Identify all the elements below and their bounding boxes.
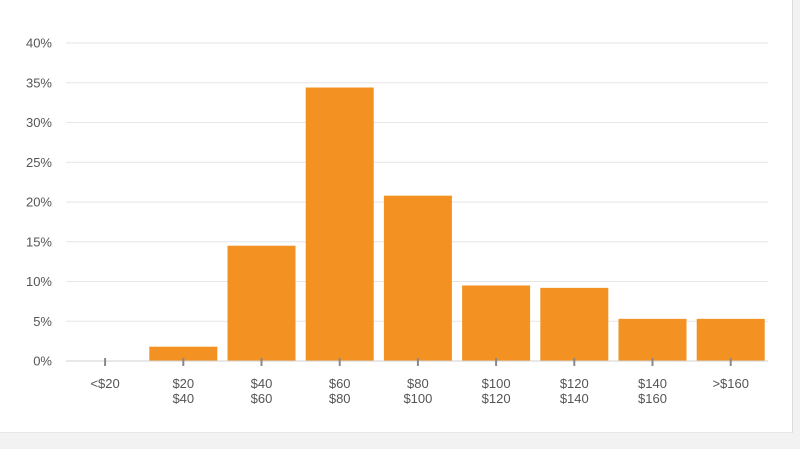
y-tick-label: 25% — [26, 155, 52, 170]
x-tick-label: $80 — [329, 391, 351, 406]
y-tick-label: 15% — [26, 234, 52, 249]
x-tick-label: $160 — [638, 391, 667, 406]
y-tick-label: 0% — [33, 354, 52, 369]
x-tick-label: $120 — [560, 376, 589, 391]
y-tick-label: 10% — [26, 274, 52, 289]
x-tick-label: $60 — [251, 391, 273, 406]
x-tick-label: $40 — [251, 376, 273, 391]
bars — [149, 87, 765, 362]
bar-chart: 0%5%10%15%20%25%30%35%40% <$20 $20$40$40$… — [26, 36, 768, 406]
bar — [462, 285, 531, 361]
bar — [696, 318, 765, 361]
x-tick-label: >$160 — [712, 376, 749, 391]
x-tick-label: $140 — [560, 391, 589, 406]
chart-panel: 0% 5% 10% 15% 20% 25% 30% 35% 40% <$20 $20 $40 $40 $… — [0, 0, 793, 433]
bar — [227, 245, 296, 361]
bar — [618, 318, 687, 361]
bar — [149, 346, 218, 361]
x-axis — [66, 358, 768, 366]
y-tick-label: 30% — [26, 115, 52, 130]
bar — [305, 87, 374, 362]
x-tick-label: $40 — [172, 391, 194, 406]
x-tick-label: $100 — [403, 391, 432, 406]
y-axis-labels: 0% 5% 10% 15% 20% 25% 30% 35% 40% — [26, 36, 52, 369]
x-tick-label: <$20 — [90, 376, 119, 391]
x-tick-label: $140 — [638, 376, 667, 391]
x-axis-labels: <$20 $20$40$40$60$60$80$80$100$100$120$12… — [90, 376, 749, 406]
y-tick-label: 5% — [33, 314, 52, 329]
x-tick-label: $120 — [482, 391, 511, 406]
x-tick-label: $60 — [329, 376, 351, 391]
y-tick-label: 20% — [26, 195, 52, 210]
bar — [383, 195, 452, 361]
x-tick-label: $20 — [172, 376, 194, 391]
y-tick-label: 35% — [26, 75, 52, 90]
x-tick-label: $100 — [482, 376, 511, 391]
y-tick-label: 40% — [26, 36, 52, 51]
bar — [540, 287, 609, 361]
x-tick-label: $80 — [407, 376, 429, 391]
